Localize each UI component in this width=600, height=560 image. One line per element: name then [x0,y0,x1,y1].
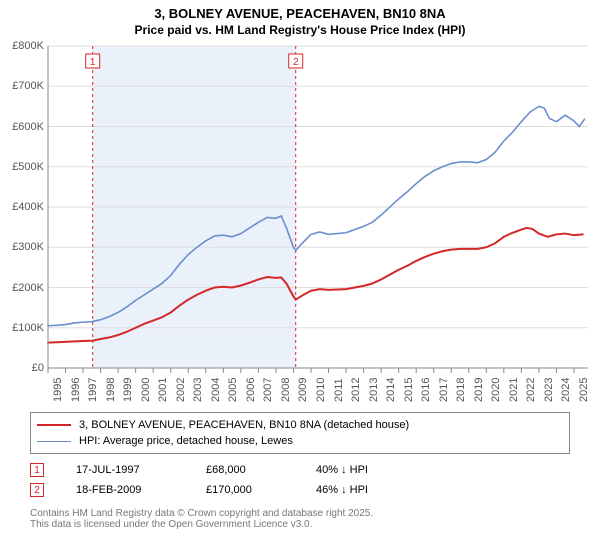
legend-label: 3, BOLNEY AVENUE, PEACEHAVEN, BN10 8NA (… [79,419,409,431]
legend-swatch [37,424,71,426]
x-axis-tick-label: 2012 [350,378,362,402]
x-axis-tick-label: 2005 [227,378,239,402]
chart-container: 12 £0£100K£200K£300K£400K£500K£600K£700K… [0,42,600,398]
y-axis-tick-label: £200K [12,282,44,294]
marker-badge: 1 [30,463,44,477]
marker-badge: 2 [30,483,44,497]
y-axis-tick-label: £0 [32,362,44,374]
x-axis-tick-label: 2020 [490,378,502,402]
x-axis-tick-label: 2006 [245,378,257,402]
x-axis-tick-label: 2000 [140,378,152,402]
legend-label: HPI: Average price, detached house, Lewe… [79,435,293,447]
line-chart: 12 [0,42,600,398]
x-axis-tick-label: 2019 [473,378,485,402]
x-axis-tick-label: 2018 [455,378,467,402]
x-axis-tick-label: 2002 [175,378,187,402]
x-axis-tick-label: 2017 [438,378,450,402]
marker-date: 18-FEB-2009 [76,484,206,496]
legend: 3, BOLNEY AVENUE, PEACEHAVEN, BN10 8NA (… [30,412,570,454]
x-axis-tick-label: 2014 [385,378,397,402]
x-axis-tick-label: 2013 [368,378,380,402]
marker-table: 1 17-JUL-1997 £68,000 40% ↓ HPI 2 18-FEB… [30,460,436,500]
marker-row: 2 18-FEB-2009 £170,000 46% ↓ HPI [30,480,436,500]
x-axis-tick-label: 2001 [157,378,169,402]
y-axis-tick-label: £500K [12,161,44,173]
y-axis-tick-label: £600K [12,121,44,133]
chart-title-line2: Price paid vs. HM Land Registry's House … [0,23,600,37]
x-axis-tick-label: 2007 [262,378,274,402]
y-axis-tick-label: £700K [12,80,44,92]
marker-price: £68,000 [206,464,316,476]
x-axis-tick-label: 2021 [508,378,520,402]
x-axis-tick-label: 2004 [210,378,222,402]
marker-price: £170,000 [206,484,316,496]
footer-line2: This data is licensed under the Open Gov… [30,519,373,530]
x-axis-tick-label: 1996 [70,378,82,402]
x-axis-tick-label: 1997 [87,378,99,402]
x-axis-tick-label: 2010 [315,378,327,402]
svg-text:1: 1 [90,57,96,68]
marker-row: 1 17-JUL-1997 £68,000 40% ↓ HPI [30,460,436,480]
y-axis-tick-label: £800K [12,40,44,52]
marker-date: 17-JUL-1997 [76,464,206,476]
svg-text:2: 2 [293,57,299,68]
x-axis-tick-label: 2025 [578,378,590,402]
x-axis-tick-label: 1995 [52,378,64,402]
marker-delta: 40% ↓ HPI [316,464,436,476]
legend-swatch [37,441,71,442]
x-axis-tick-label: 1999 [122,378,134,402]
x-axis-tick-label: 2023 [543,378,555,402]
x-axis-tick-label: 2024 [560,378,572,402]
y-axis-tick-label: £300K [12,241,44,253]
x-axis-tick-label: 1998 [105,378,117,402]
x-axis-tick-label: 2022 [525,378,537,402]
y-axis-tick-label: £400K [12,201,44,213]
footer-line1: Contains HM Land Registry data © Crown c… [30,508,373,519]
x-axis-tick-label: 2008 [280,378,292,402]
marker-delta: 46% ↓ HPI [316,484,436,496]
legend-item-price-paid: 3, BOLNEY AVENUE, PEACEHAVEN, BN10 8NA (… [37,417,563,433]
x-axis-tick-label: 2009 [297,378,309,402]
x-axis-tick-label: 2015 [403,378,415,402]
chart-title-line1: 3, BOLNEY AVENUE, PEACEHAVEN, BN10 8NA [0,6,600,21]
chart-title-block: 3, BOLNEY AVENUE, PEACEHAVEN, BN10 8NA P… [0,0,600,37]
x-axis-tick-label: 2011 [333,378,345,402]
y-axis-tick-label: £100K [12,322,44,334]
x-axis-tick-label: 2003 [192,378,204,402]
footer-attribution: Contains HM Land Registry data © Crown c… [30,508,373,530]
x-axis-tick-label: 2016 [420,378,432,402]
legend-item-hpi: HPI: Average price, detached house, Lewe… [37,433,563,449]
